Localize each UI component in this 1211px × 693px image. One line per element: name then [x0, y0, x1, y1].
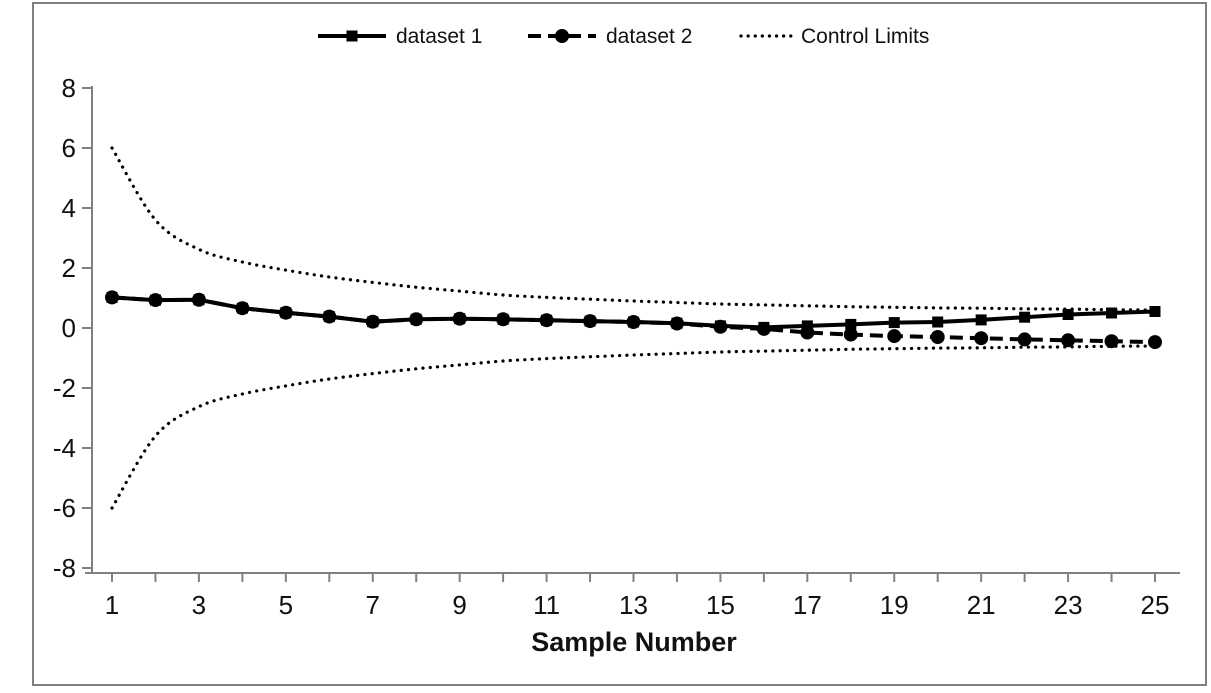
dataset1-marker — [1062, 309, 1074, 320]
dataset2-marker — [235, 301, 250, 316]
x-tick-label: 11 — [533, 590, 560, 620]
legend-item-control-limits: Control Limits — [739, 25, 929, 48]
dataset2-marker — [148, 293, 163, 308]
dataset2-marker — [800, 325, 815, 340]
dataset2-marker — [974, 331, 989, 346]
plot-series — [105, 146, 1162, 510]
dataset1-marker — [845, 318, 857, 330]
dataset2-marker — [1148, 335, 1162, 350]
y-tick-label: -2 — [53, 373, 76, 403]
y-tick-label: 4 — [62, 193, 76, 223]
legend-circle-marker-icon — [555, 29, 569, 43]
x-tick-label: 15 — [706, 590, 735, 620]
legend-item-dataset2: dataset 2 — [528, 25, 692, 48]
legend-label-control-limits: Control Limits — [801, 25, 929, 48]
dataset2-marker — [452, 311, 467, 326]
x-tick-label: 19 — [880, 590, 909, 620]
x-tick-label: 9 — [452, 590, 466, 620]
lower-control-limit-line — [110, 344, 1157, 510]
dataset2-marker — [756, 321, 771, 336]
y-tick-label: -6 — [53, 493, 76, 523]
dataset2-marker — [496, 312, 511, 327]
legend-label-dataset1: dataset 1 — [396, 25, 482, 48]
x-tick-label: 23 — [1054, 590, 1083, 620]
dataset1-marker — [975, 314, 987, 326]
dataset2-marker — [669, 316, 684, 331]
x-tick-label: 5 — [279, 590, 293, 620]
dataset2-marker — [1017, 332, 1032, 347]
y-tick-label: -4 — [53, 433, 76, 463]
dataset2-marker — [365, 314, 380, 329]
x-tick-label: 7 — [366, 590, 380, 620]
dataset1-marker — [1149, 306, 1161, 317]
legend-item-dataset1: dataset 1 — [318, 25, 482, 48]
x-tick-label: 3 — [192, 590, 206, 620]
dataset2-marker — [105, 290, 119, 305]
x-tick-label: 25 — [1141, 590, 1170, 620]
dataset1-marker — [888, 317, 900, 329]
chart-frame-border — [32, 2, 1207, 686]
dataset2-marker — [887, 329, 902, 344]
x-tick-label: 21 — [967, 590, 996, 620]
x-tick-label: 1 — [105, 590, 119, 620]
dataset2-marker — [713, 319, 728, 334]
dataset2-marker — [1104, 334, 1119, 349]
dataset2-marker — [322, 309, 337, 324]
y-tick-label: 0 — [62, 313, 76, 343]
dataset2-marker — [409, 312, 424, 327]
dataset2-marker — [278, 305, 293, 320]
dataset2-marker — [626, 315, 641, 329]
dataset2-marker — [191, 292, 206, 307]
legend-label-dataset2: dataset 2 — [606, 25, 692, 48]
dataset1-marker — [1106, 307, 1118, 319]
dataset2-marker — [843, 327, 858, 342]
chart-legend: dataset 1 dataset 2 Control Limits — [318, 25, 929, 48]
upper-control-limit-line — [110, 146, 1157, 312]
x-tick-label: 13 — [619, 590, 648, 620]
dataset1-marker — [1019, 311, 1031, 323]
dataset2-marker — [539, 313, 554, 328]
dataset2-marker — [1061, 333, 1076, 348]
y-tick-label: 8 — [62, 73, 76, 103]
dataset1-marker — [932, 316, 944, 328]
x-axis-title: Sample Number — [531, 627, 737, 657]
y-tick-label: 2 — [62, 253, 76, 283]
y-tick-label: 6 — [62, 133, 76, 163]
dataset2-marker — [930, 330, 945, 344]
dataset2-marker — [583, 314, 598, 329]
legend-square-marker-icon — [346, 30, 358, 42]
x-tick-label: 17 — [793, 590, 822, 620]
y-tick-label: -8 — [53, 553, 76, 583]
